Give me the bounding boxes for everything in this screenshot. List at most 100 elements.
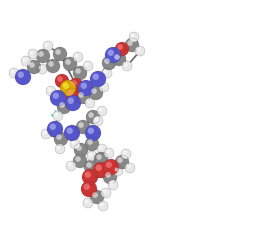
Circle shape xyxy=(84,184,90,190)
Circle shape xyxy=(85,138,99,151)
Circle shape xyxy=(53,48,67,62)
Circle shape xyxy=(85,200,89,204)
Circle shape xyxy=(106,150,109,154)
Circle shape xyxy=(64,126,80,142)
Circle shape xyxy=(135,47,145,57)
Circle shape xyxy=(94,152,108,166)
Circle shape xyxy=(76,91,90,104)
Circle shape xyxy=(74,54,78,58)
Circle shape xyxy=(95,118,99,122)
Circle shape xyxy=(96,154,102,160)
Circle shape xyxy=(112,53,126,67)
Circle shape xyxy=(36,50,50,64)
Circle shape xyxy=(78,93,84,98)
Circle shape xyxy=(113,166,123,176)
Circle shape xyxy=(72,141,76,145)
Circle shape xyxy=(48,88,52,92)
Circle shape xyxy=(115,168,119,172)
Circle shape xyxy=(83,62,93,72)
Circle shape xyxy=(108,180,118,190)
Circle shape xyxy=(129,33,139,43)
Circle shape xyxy=(83,198,93,208)
Circle shape xyxy=(29,63,35,68)
Circle shape xyxy=(97,106,107,117)
Circle shape xyxy=(104,148,114,158)
Circle shape xyxy=(115,156,129,169)
Circle shape xyxy=(43,42,53,52)
Circle shape xyxy=(131,34,135,38)
Circle shape xyxy=(127,165,131,169)
Circle shape xyxy=(127,41,133,47)
Circle shape xyxy=(87,152,97,161)
Circle shape xyxy=(69,79,83,93)
Circle shape xyxy=(54,132,68,146)
Circle shape xyxy=(105,172,111,178)
Circle shape xyxy=(59,103,65,108)
Circle shape xyxy=(81,83,87,89)
Circle shape xyxy=(68,98,74,104)
Circle shape xyxy=(57,100,71,114)
Circle shape xyxy=(105,162,112,168)
Circle shape xyxy=(88,113,94,118)
Circle shape xyxy=(103,190,107,194)
Circle shape xyxy=(54,113,58,117)
Circle shape xyxy=(84,160,98,174)
Circle shape xyxy=(68,163,72,167)
Circle shape xyxy=(66,161,76,171)
Circle shape xyxy=(115,43,129,57)
Circle shape xyxy=(114,55,120,60)
Circle shape xyxy=(55,50,61,56)
Circle shape xyxy=(46,87,56,97)
Circle shape xyxy=(57,146,61,150)
Circle shape xyxy=(109,182,113,186)
Circle shape xyxy=(93,116,103,126)
Circle shape xyxy=(75,69,81,74)
Circle shape xyxy=(104,70,108,74)
Circle shape xyxy=(85,172,91,178)
Circle shape xyxy=(78,123,84,128)
Circle shape xyxy=(23,58,27,62)
Circle shape xyxy=(101,188,111,198)
Circle shape xyxy=(66,128,73,134)
Circle shape xyxy=(99,108,103,112)
Circle shape xyxy=(99,146,103,150)
Circle shape xyxy=(55,75,69,89)
Circle shape xyxy=(9,69,19,79)
Circle shape xyxy=(11,70,15,74)
Circle shape xyxy=(105,48,121,64)
Circle shape xyxy=(85,98,95,108)
Circle shape xyxy=(100,203,104,207)
Circle shape xyxy=(90,72,106,88)
Circle shape xyxy=(56,135,62,140)
Circle shape xyxy=(93,74,99,81)
Circle shape xyxy=(117,158,123,163)
Circle shape xyxy=(18,72,24,79)
Circle shape xyxy=(99,83,109,93)
Circle shape xyxy=(86,110,100,124)
Circle shape xyxy=(75,156,81,162)
Circle shape xyxy=(137,48,141,52)
Circle shape xyxy=(46,60,60,74)
Circle shape xyxy=(104,59,110,64)
Circle shape xyxy=(15,70,31,86)
Circle shape xyxy=(90,190,104,204)
Circle shape xyxy=(65,89,79,102)
Circle shape xyxy=(122,62,132,72)
Circle shape xyxy=(74,144,88,157)
Circle shape xyxy=(125,39,139,53)
Circle shape xyxy=(78,81,94,96)
Circle shape xyxy=(28,50,38,60)
Circle shape xyxy=(53,93,59,100)
Circle shape xyxy=(60,81,76,96)
Circle shape xyxy=(67,91,73,96)
Circle shape xyxy=(62,83,69,89)
Circle shape xyxy=(89,87,103,101)
Circle shape xyxy=(71,81,77,86)
Circle shape xyxy=(50,124,56,130)
Circle shape xyxy=(39,66,43,70)
Circle shape xyxy=(91,89,97,94)
Circle shape xyxy=(85,126,101,142)
Circle shape xyxy=(76,146,82,151)
Circle shape xyxy=(53,112,63,122)
Circle shape xyxy=(73,67,87,81)
